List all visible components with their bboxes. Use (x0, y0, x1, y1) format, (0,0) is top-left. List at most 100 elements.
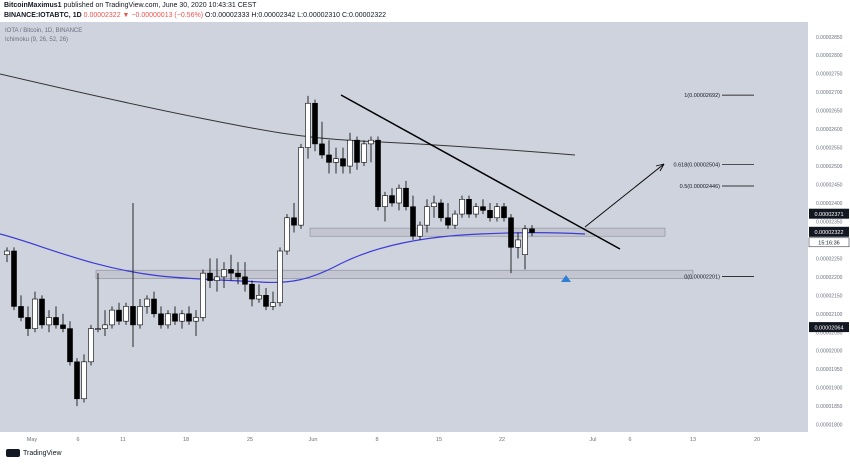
candle-down (319, 143, 325, 156)
candle-up (298, 147, 304, 226)
tradingview-logo[interactable]: TradingView (6, 449, 62, 457)
candle-up (88, 328, 94, 363)
y-tick-label: 0.00001950 (816, 367, 843, 373)
candle-down (291, 217, 297, 226)
candle-up (368, 139, 374, 145)
candle-up (137, 306, 143, 326)
ohlc-high: H:0.00002342 (251, 12, 296, 19)
x-tick-label: 11 (120, 437, 126, 443)
y-tick-label: 0.00002750 (816, 72, 843, 78)
candle-up (459, 198, 465, 215)
ma-short-line (0, 231, 586, 284)
candle-down (235, 272, 241, 278)
fibonacci-levels: 1(0.00002692) 0.618(0.00002504) 0.5(0.0000… (674, 93, 754, 280)
x-tick-label: 6 (628, 437, 631, 443)
fib-level-label-2: 0.5(0.00002446) (680, 184, 721, 190)
candle-up (179, 313, 185, 322)
candle-up (123, 306, 129, 322)
legend-instrument: IOTA / Bitcoin, 1D, BINANCE (5, 28, 82, 34)
candle-up (305, 102, 311, 148)
ohlc-close: C:0.00002322 (342, 12, 387, 19)
candle-up (270, 302, 276, 307)
publish-info: published on TradingView.com, June 30, 2… (63, 2, 257, 9)
candle-down (18, 306, 24, 318)
price-label-box-0 (809, 208, 849, 219)
x-tick-label: Jun (309, 437, 318, 443)
candle-down (326, 154, 332, 163)
symbol-label: BINANCE:IOTABTC, 1D (4, 12, 82, 19)
author-name[interactable]: BitcoinMaximus1 (4, 2, 62, 9)
candle-down (480, 206, 486, 211)
price-label-box-2 (809, 322, 849, 333)
support-zones (95, 227, 694, 280)
y-tick-label: 0.00002650 (816, 109, 843, 115)
price-labels: 0.00002371 0.00002322 0.00002064 15:16:36 (808, 208, 850, 333)
price-label-text-0: 0.00002371 (814, 212, 843, 218)
candle-down (501, 206, 507, 219)
candle-up (522, 228, 528, 256)
candle-up (32, 298, 38, 329)
candle-down (340, 158, 346, 167)
candle-down (116, 309, 122, 322)
y-tick-label: 0.00001900 (816, 386, 843, 392)
ma-long-line (0, 73, 576, 156)
candle-down (11, 250, 17, 307)
x-tick-label: 18 (183, 437, 189, 443)
price-chart[interactable]: IOTA / Bitcoin, 1D, BINANCE Ichimoku (9,… (0, 22, 850, 446)
candle-up (284, 217, 290, 252)
countdown-box (808, 237, 850, 248)
time-axis[interactable]: May 6 11 18 25 Jun 8 15 22 Jul 6 13 20 (27, 437, 760, 443)
y-tick-label: 0.00002500 (816, 164, 843, 170)
x-tick-label: 15 (436, 437, 442, 443)
brand-name: TradingView (23, 449, 62, 457)
plot-background (0, 22, 808, 432)
candle-down (207, 272, 213, 281)
candle-up (361, 143, 367, 163)
candle-up (144, 298, 150, 307)
x-tick-label: 13 (690, 437, 696, 443)
y-tick-label: 0.00002700 (816, 90, 843, 96)
candle-down (410, 206, 416, 237)
candle-down (186, 313, 192, 322)
x-tick-label: 25 (247, 437, 253, 443)
candle-down (354, 139, 360, 163)
y-tick-label: 0.00001850 (816, 404, 843, 410)
candle-up (46, 317, 52, 326)
candle-up (102, 324, 108, 329)
candle-down (466, 198, 472, 215)
fib-level-label-1: 0.618(0.00002504) (674, 163, 721, 169)
candle-up (333, 158, 339, 163)
price-axis[interactable]: 0.00002850 0.00002800 0.00002750 0.00002700… (816, 35, 843, 429)
candle-down (158, 313, 164, 326)
candle-up (4, 250, 10, 256)
drawings (340, 94, 665, 282)
candle-down (74, 361, 80, 400)
candle-down (242, 276, 248, 285)
candle-down (375, 139, 381, 207)
candle-down (25, 317, 31, 329)
candle-down (438, 202, 444, 219)
arrow-head-icon (655, 163, 665, 172)
candle-up (424, 206, 430, 226)
fib-level-label-3: 0(0.00002201) (684, 274, 720, 280)
price-label-text-2: 0.00002064 (814, 325, 843, 331)
candle-up (221, 269, 227, 278)
y-tick-label: 0.00001800 (816, 423, 843, 429)
candle-down (60, 324, 66, 329)
candle-up (214, 276, 220, 281)
candle-down (53, 317, 59, 326)
countdown-text: 15:16:36 (818, 240, 839, 246)
price-label-box-1 (809, 226, 849, 237)
candle-up (256, 295, 262, 300)
x-tick-label: 8 (375, 437, 378, 443)
indicator-lines (0, 73, 586, 284)
ohlc-line: BINANCE:IOTABTC, 1D 0.00002322 ▼ −0.0000… (4, 12, 386, 19)
x-tick-label: May (27, 437, 38, 443)
candle-up (494, 206, 500, 219)
projection-arrow (584, 163, 665, 228)
y-tick-label: 0.00002850 (816, 35, 843, 41)
triangle-up-icon (561, 275, 571, 282)
y-tick-label: 0.00002150 (816, 293, 843, 299)
y-tick-label: 0.00002800 (816, 53, 843, 59)
candle-up (452, 213, 458, 226)
